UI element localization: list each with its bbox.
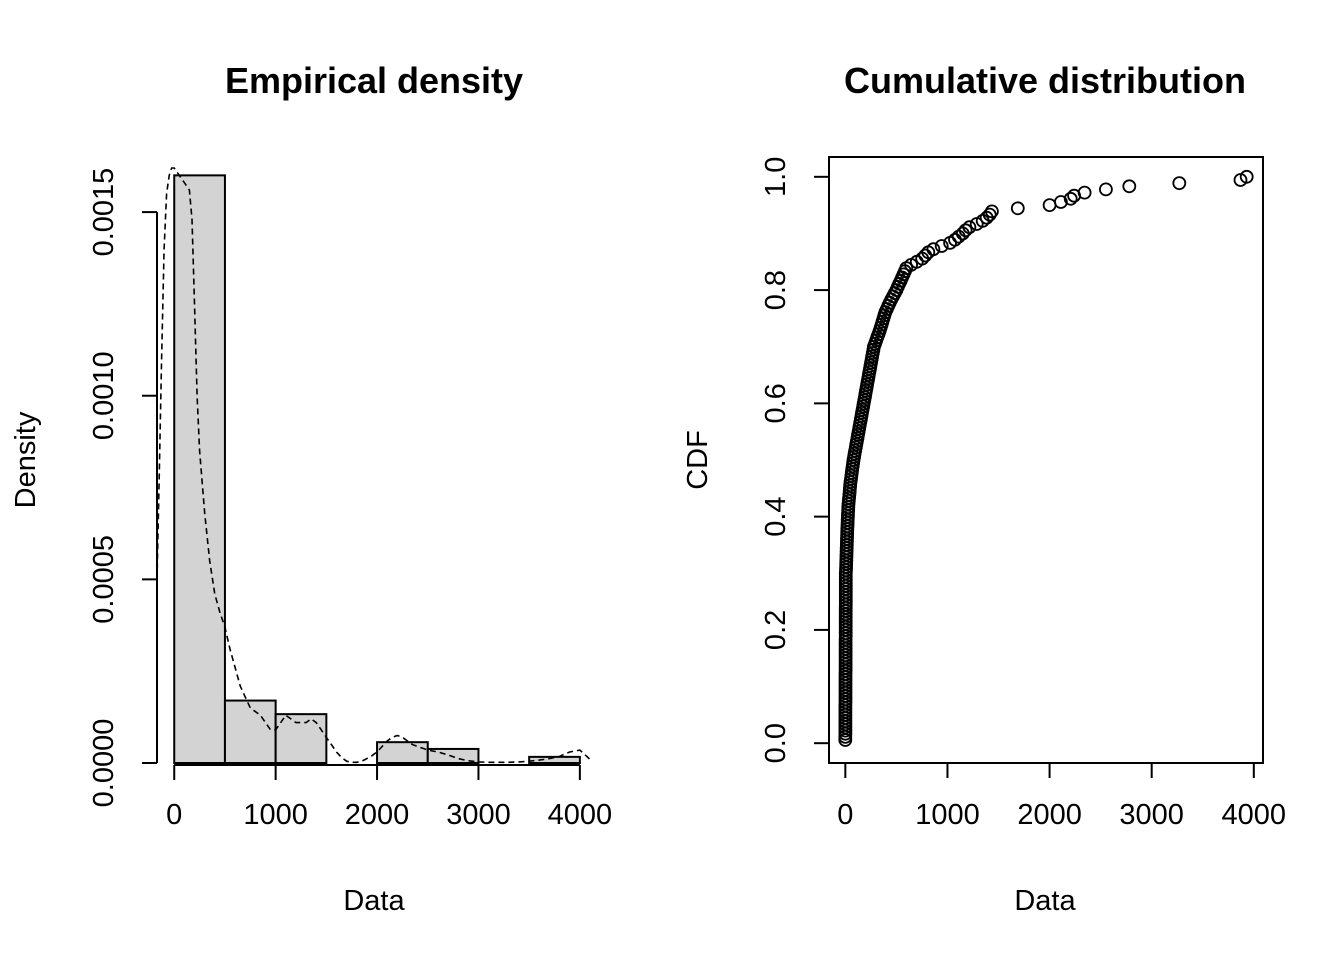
density-title: Empirical density xyxy=(225,60,523,101)
cdf-point xyxy=(1172,176,1187,191)
cdf-plot-box xyxy=(828,156,1264,764)
cdf-point xyxy=(982,207,997,222)
histogram-bar-2 xyxy=(223,699,277,765)
cdf-point xyxy=(958,223,973,238)
cdf-y-tick-label: 0.2 xyxy=(760,610,792,650)
cdf-point xyxy=(934,239,949,253)
density-y-tick-label: 0.0010 xyxy=(88,351,120,440)
cdf-x-tick-label: 4000 xyxy=(1222,799,1287,831)
density-x-label: Data xyxy=(343,885,405,917)
cdf-y-tick-label: 0.0 xyxy=(760,723,792,763)
cdf-x-tick-label: 1000 xyxy=(915,799,980,831)
density-x-tick-label: 1000 xyxy=(243,799,308,831)
cdf-panel: Cumulative distribution Data CDF 0 1000 20… xyxy=(682,60,1286,917)
cdf-point xyxy=(1077,185,1092,200)
histogram-bar-5 xyxy=(376,741,429,765)
density-x-tick-label: 4000 xyxy=(548,799,613,831)
cdf-point xyxy=(1063,191,1078,206)
cdf-y-tick-label: 1.0 xyxy=(760,157,792,197)
cdf-title: Cumulative distribution xyxy=(844,60,1246,101)
cdf-point xyxy=(1122,179,1137,194)
density-y-label: Density xyxy=(10,411,42,508)
density-x-tick-label: 2000 xyxy=(345,799,410,831)
density-curve-group xyxy=(156,167,591,764)
cdf-point xyxy=(985,204,999,219)
density-x-tick-label: 3000 xyxy=(446,799,511,831)
histogram-bar-3 xyxy=(274,713,328,764)
cdf-y-tick-label: 0.8 xyxy=(760,270,792,310)
density-curve xyxy=(156,167,591,764)
cdf-y-axis: 0.0 0.2 0.4 0.6 0.8 1.0 xyxy=(760,157,830,763)
cdf-point xyxy=(1010,201,1025,216)
cdf-x-tick-label: 0 xyxy=(837,799,853,831)
histogram-bar-1 xyxy=(173,174,226,764)
cdf-point xyxy=(1054,195,1068,209)
density-x-axis: 0 1000 2000 3000 4000 xyxy=(166,764,613,831)
cdf-point xyxy=(1042,198,1057,213)
density-x-tick-label: 0 xyxy=(166,799,182,831)
density-bars xyxy=(173,174,581,765)
cdf-point xyxy=(918,248,933,263)
cdf-point xyxy=(1239,169,1254,184)
cdf-x-axis: 0 1000 2000 3000 4000 xyxy=(837,762,1287,831)
density-y-tick-label: 0.0000 xyxy=(88,719,120,808)
density-y-tick-label: 0.0005 xyxy=(88,535,120,624)
cdf-x-label: Data xyxy=(1014,885,1076,917)
cdf-y-tick-label: 0.4 xyxy=(760,496,792,536)
density-y-tick-label: 0.0015 xyxy=(88,168,120,257)
cdf-points xyxy=(838,169,1254,747)
cdf-point xyxy=(1099,182,1113,197)
density-panel: Empirical density Data Density 0 1000 2000… xyxy=(10,60,612,917)
cdf-point xyxy=(926,242,941,257)
cdf-point xyxy=(962,220,977,235)
cdf-y-tick-label: 0.6 xyxy=(760,383,792,423)
histogram-bar-8 xyxy=(528,755,581,764)
density-y-axis: 0.0000 0.0005 0.0010 0.0015 xyxy=(88,168,158,808)
cdf-x-tick-label: 2000 xyxy=(1017,799,1082,831)
cdf-x-tick-label: 3000 xyxy=(1119,799,1184,831)
cdf-y-label: CDF xyxy=(682,430,714,490)
